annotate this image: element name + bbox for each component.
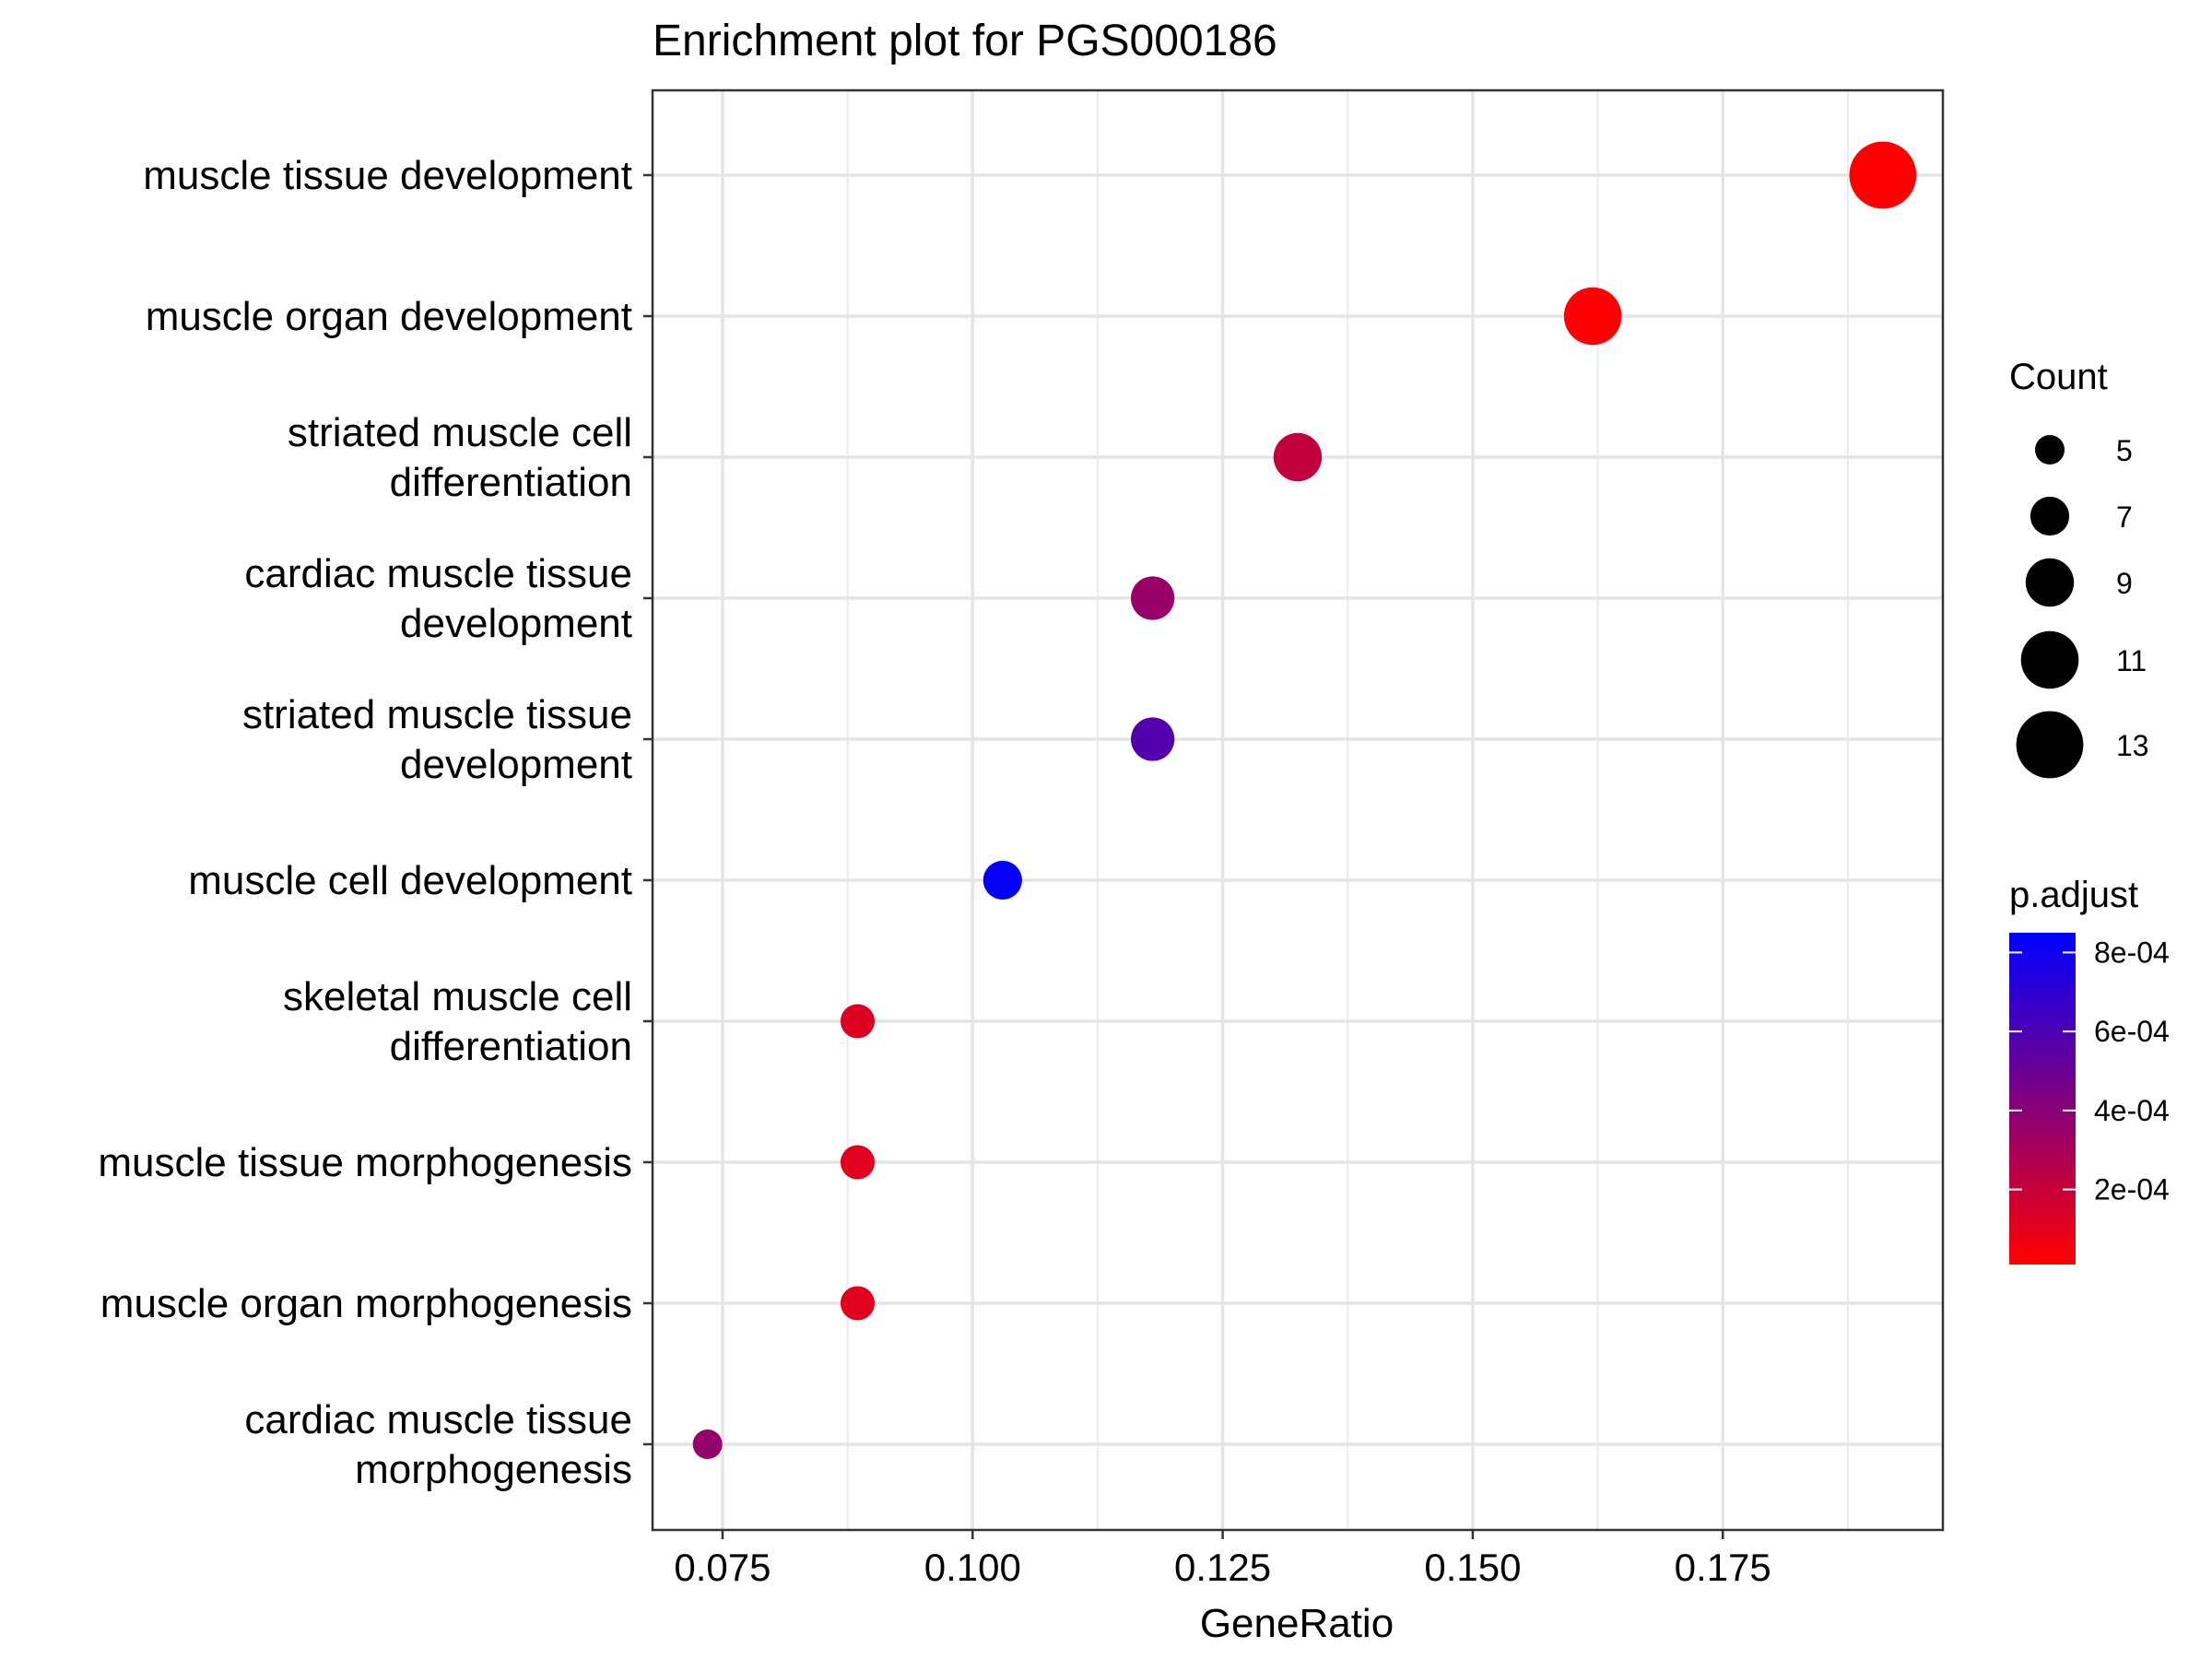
data-point: [840, 1286, 876, 1321]
x-tick-label: 0.150: [1424, 1546, 1521, 1589]
data-point: [1563, 287, 1622, 346]
y-tick-label: striated muscle cell: [288, 410, 632, 455]
data-point: [1849, 141, 1917, 209]
x-axis: 0.075 0.100 0.125 0.150 0.175: [674, 1530, 1771, 1589]
x-axis-title: GeneRatio: [1200, 1601, 1394, 1646]
y-tick-label: muscle organ development: [146, 294, 632, 339]
data-point: [982, 860, 1022, 900]
y-tick-label: morphogenesis: [355, 1447, 632, 1492]
y-tick-label: muscle organ morphogenesis: [100, 1281, 632, 1326]
panel-border: [651, 88, 1945, 1532]
count-legend-key: [2025, 558, 2075, 607]
y-tick-label: muscle tissue morphogenesis: [98, 1140, 632, 1185]
p-adjust-legend-label: 8e-04: [2094, 935, 2170, 969]
x-tick-label: 0.175: [1675, 1546, 1771, 1589]
x-tick-label: 0.075: [674, 1546, 771, 1589]
y-tick-label: differentiation: [390, 1024, 632, 1069]
count-legend-key: [2020, 630, 2079, 689]
x-tick-label: 0.100: [924, 1546, 1021, 1589]
count-legend: Count 5 7 9 11 13: [2009, 357, 2149, 779]
data-points: [692, 141, 1917, 1459]
p-adjust-legend-title: p.adjust: [2009, 875, 2138, 915]
chart-title: Enrichment plot for PGS000186: [653, 17, 1277, 65]
count-legend-key: [2016, 711, 2084, 779]
y-tick-label: skeletal muscle cell: [283, 974, 632, 1019]
y-tick-label: development: [400, 601, 632, 646]
y-tick-label: cardiac muscle tissue: [244, 551, 632, 596]
y-tick-label: muscle tissue development: [143, 153, 632, 198]
y-axis: muscle tissue development muscle organ de…: [98, 153, 653, 1492]
data-point: [840, 1145, 876, 1180]
count-legend-title: Count: [2009, 357, 2108, 397]
data-point: [1130, 717, 1175, 761]
p-adjust-legend-label: 6e-04: [2094, 1015, 2170, 1048]
y-tick-label: differentiation: [390, 460, 632, 505]
data-point: [1273, 432, 1323, 482]
count-legend-label: 13: [2116, 729, 2149, 762]
count-legend-label: 5: [2116, 434, 2133, 467]
y-tick-label: striated muscle tissue: [242, 692, 632, 737]
count-legend-label: 7: [2116, 500, 2133, 534]
count-legend-key: [2035, 435, 2065, 465]
p-adjust-legend-label: 4e-04: [2094, 1094, 2170, 1127]
x-tick-label: 0.125: [1174, 1546, 1271, 1589]
p-adjust-colorbar: [2009, 933, 2076, 1265]
y-tick-label: cardiac muscle tissue: [244, 1397, 632, 1442]
p-adjust-legend: p.adjust 2e-04 4e-04 6e-04 8e-04: [2009, 875, 2170, 1265]
count-legend-label: 11: [2116, 644, 2147, 677]
p-adjust-legend-label: 2e-04: [2094, 1173, 2170, 1206]
data-point: [692, 1430, 723, 1459]
count-legend-key: [2030, 496, 2070, 536]
y-tick-label: muscle cell development: [188, 858, 632, 903]
y-tick-label: development: [400, 742, 632, 787]
data-point: [1130, 576, 1175, 620]
data-point: [840, 1004, 876, 1039]
count-legend-label: 9: [2116, 567, 2133, 600]
